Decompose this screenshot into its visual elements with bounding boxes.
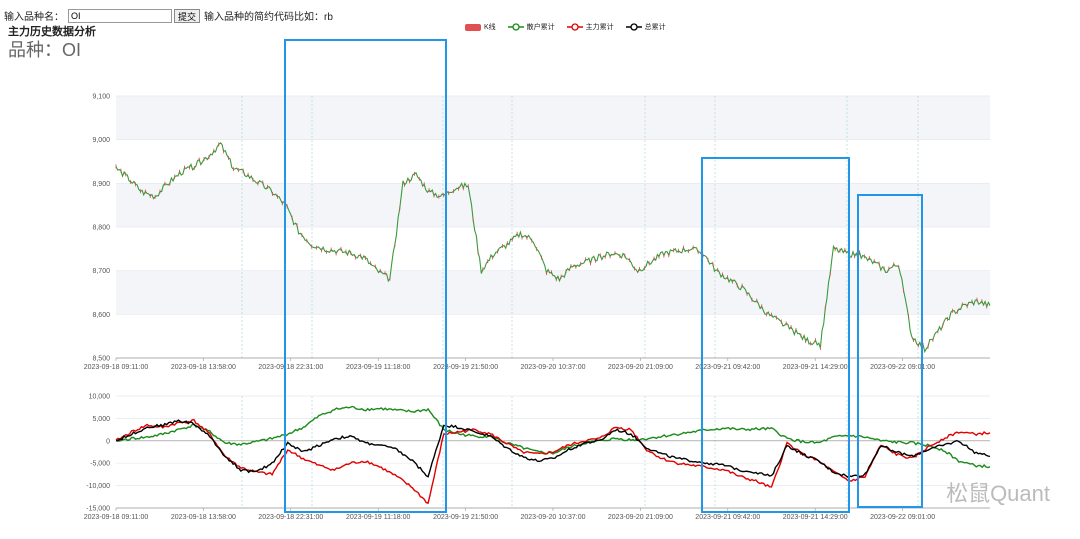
x-tick-label: 2023-09-20 10:37:00 <box>521 364 586 371</box>
y-tick-label: 8,500 <box>92 356 110 363</box>
x-tick-label: 2023-09-19 21:50:00 <box>433 364 498 371</box>
x-tick-label: 2023-09-21 14:29:00 <box>783 514 848 521</box>
plot-band <box>116 183 990 227</box>
y-tick-label: 10,000 <box>89 394 111 401</box>
x-tick-label: 2023-09-21 09:42:00 <box>695 364 760 371</box>
page-title: 品种：OI <box>8 40 82 60</box>
line-marker-icon <box>566 23 583 31</box>
search-form: 输入品种名： 提交 输入品种的简约代码比如：rb <box>4 8 333 23</box>
plot-band <box>116 270 990 315</box>
x-tick-label: 2023-09-22 09:01:00 <box>870 514 935 521</box>
x-tick-label: 2023-09-22 09:01:00 <box>870 364 935 371</box>
y-tick-label: 8,900 <box>92 181 110 188</box>
form-label: 输入品种名： <box>4 12 64 23</box>
y-tick-label: 0 <box>106 438 110 445</box>
x-tick-label: 2023-09-18 22:31:00 <box>258 514 323 521</box>
y-tick-label: 9,100 <box>92 94 110 101</box>
legend-item-main[interactable]: 主力累计 <box>566 22 614 32</box>
x-tick-label: 2023-09-20 21:09:00 <box>608 514 673 521</box>
x-tick-label: 2023-09-18 09:11:00 <box>84 364 149 371</box>
x-tick-label: 2023-09-19 11:18:00 <box>346 364 411 371</box>
y-tick-label: 8,700 <box>92 268 110 275</box>
x-tick-label: 2023-09-20 10:37:00 <box>521 514 586 521</box>
legend-label: K线 <box>484 24 496 31</box>
symbol-input[interactable] <box>68 8 172 23</box>
chart-legend: K线 散户累计 主力累计 总累计 <box>465 22 666 32</box>
form-hint: 输入品种的简约代码比如：rb <box>204 12 333 23</box>
series-line-总累计 <box>115 419 991 478</box>
highlight-box <box>857 194 923 508</box>
x-tick-label: 2023-09-18 22:31:00 <box>258 364 323 371</box>
page-subtitle: 主力历史数据分析 <box>8 26 96 38</box>
submit-button[interactable]: 提交 <box>174 8 201 23</box>
series-line-K线 <box>115 142 991 354</box>
series-line-散户累计 <box>115 405 991 469</box>
series-line-主力累计 <box>115 418 991 504</box>
highlight-box <box>701 157 850 513</box>
legend-item-total[interactable]: 总累计 <box>625 22 666 32</box>
x-tick-label: 2023-09-20 21:09:00 <box>608 364 673 371</box>
x-tick-label: 2023-09-21 14:29:00 <box>783 364 848 371</box>
legend-item-kline[interactable]: K线 <box>465 22 496 32</box>
y-tick-label: -5,000 <box>90 461 110 468</box>
x-tick-label: 2023-09-21 09:42:00 <box>695 514 760 521</box>
x-tick-label: 2023-09-19 21:50:00 <box>433 514 498 521</box>
highlight-box <box>284 39 447 513</box>
line-marker-icon <box>507 23 524 31</box>
watermark: 松鼠Quant <box>946 481 1050 506</box>
x-tick-label: 2023-09-18 13:58:00 <box>171 364 236 371</box>
legend-item-retail[interactable]: 散户累计 <box>507 22 555 32</box>
line-marker-icon <box>625 23 642 31</box>
y-tick-label: 5,000 <box>92 416 110 423</box>
legend-label: 总累计 <box>644 24 666 31</box>
legend-label: 主力累计 <box>585 24 614 31</box>
y-tick-label: 8,800 <box>92 225 110 232</box>
y-tick-label: 8,600 <box>92 312 110 319</box>
y-tick-label: -15,000 <box>86 506 110 513</box>
x-tick-label: 2023-09-18 09:11:00 <box>84 514 149 521</box>
kline-swatch-icon <box>465 23 481 31</box>
y-tick-label: -10,000 <box>86 483 110 490</box>
plot-band <box>116 96 990 140</box>
y-tick-label: 9,000 <box>92 137 110 144</box>
legend-label: 散户累计 <box>526 24 555 31</box>
x-tick-label: 2023-09-19 11:18:00 <box>346 514 411 521</box>
x-tick-label: 2023-09-18 13:58:00 <box>171 514 236 521</box>
